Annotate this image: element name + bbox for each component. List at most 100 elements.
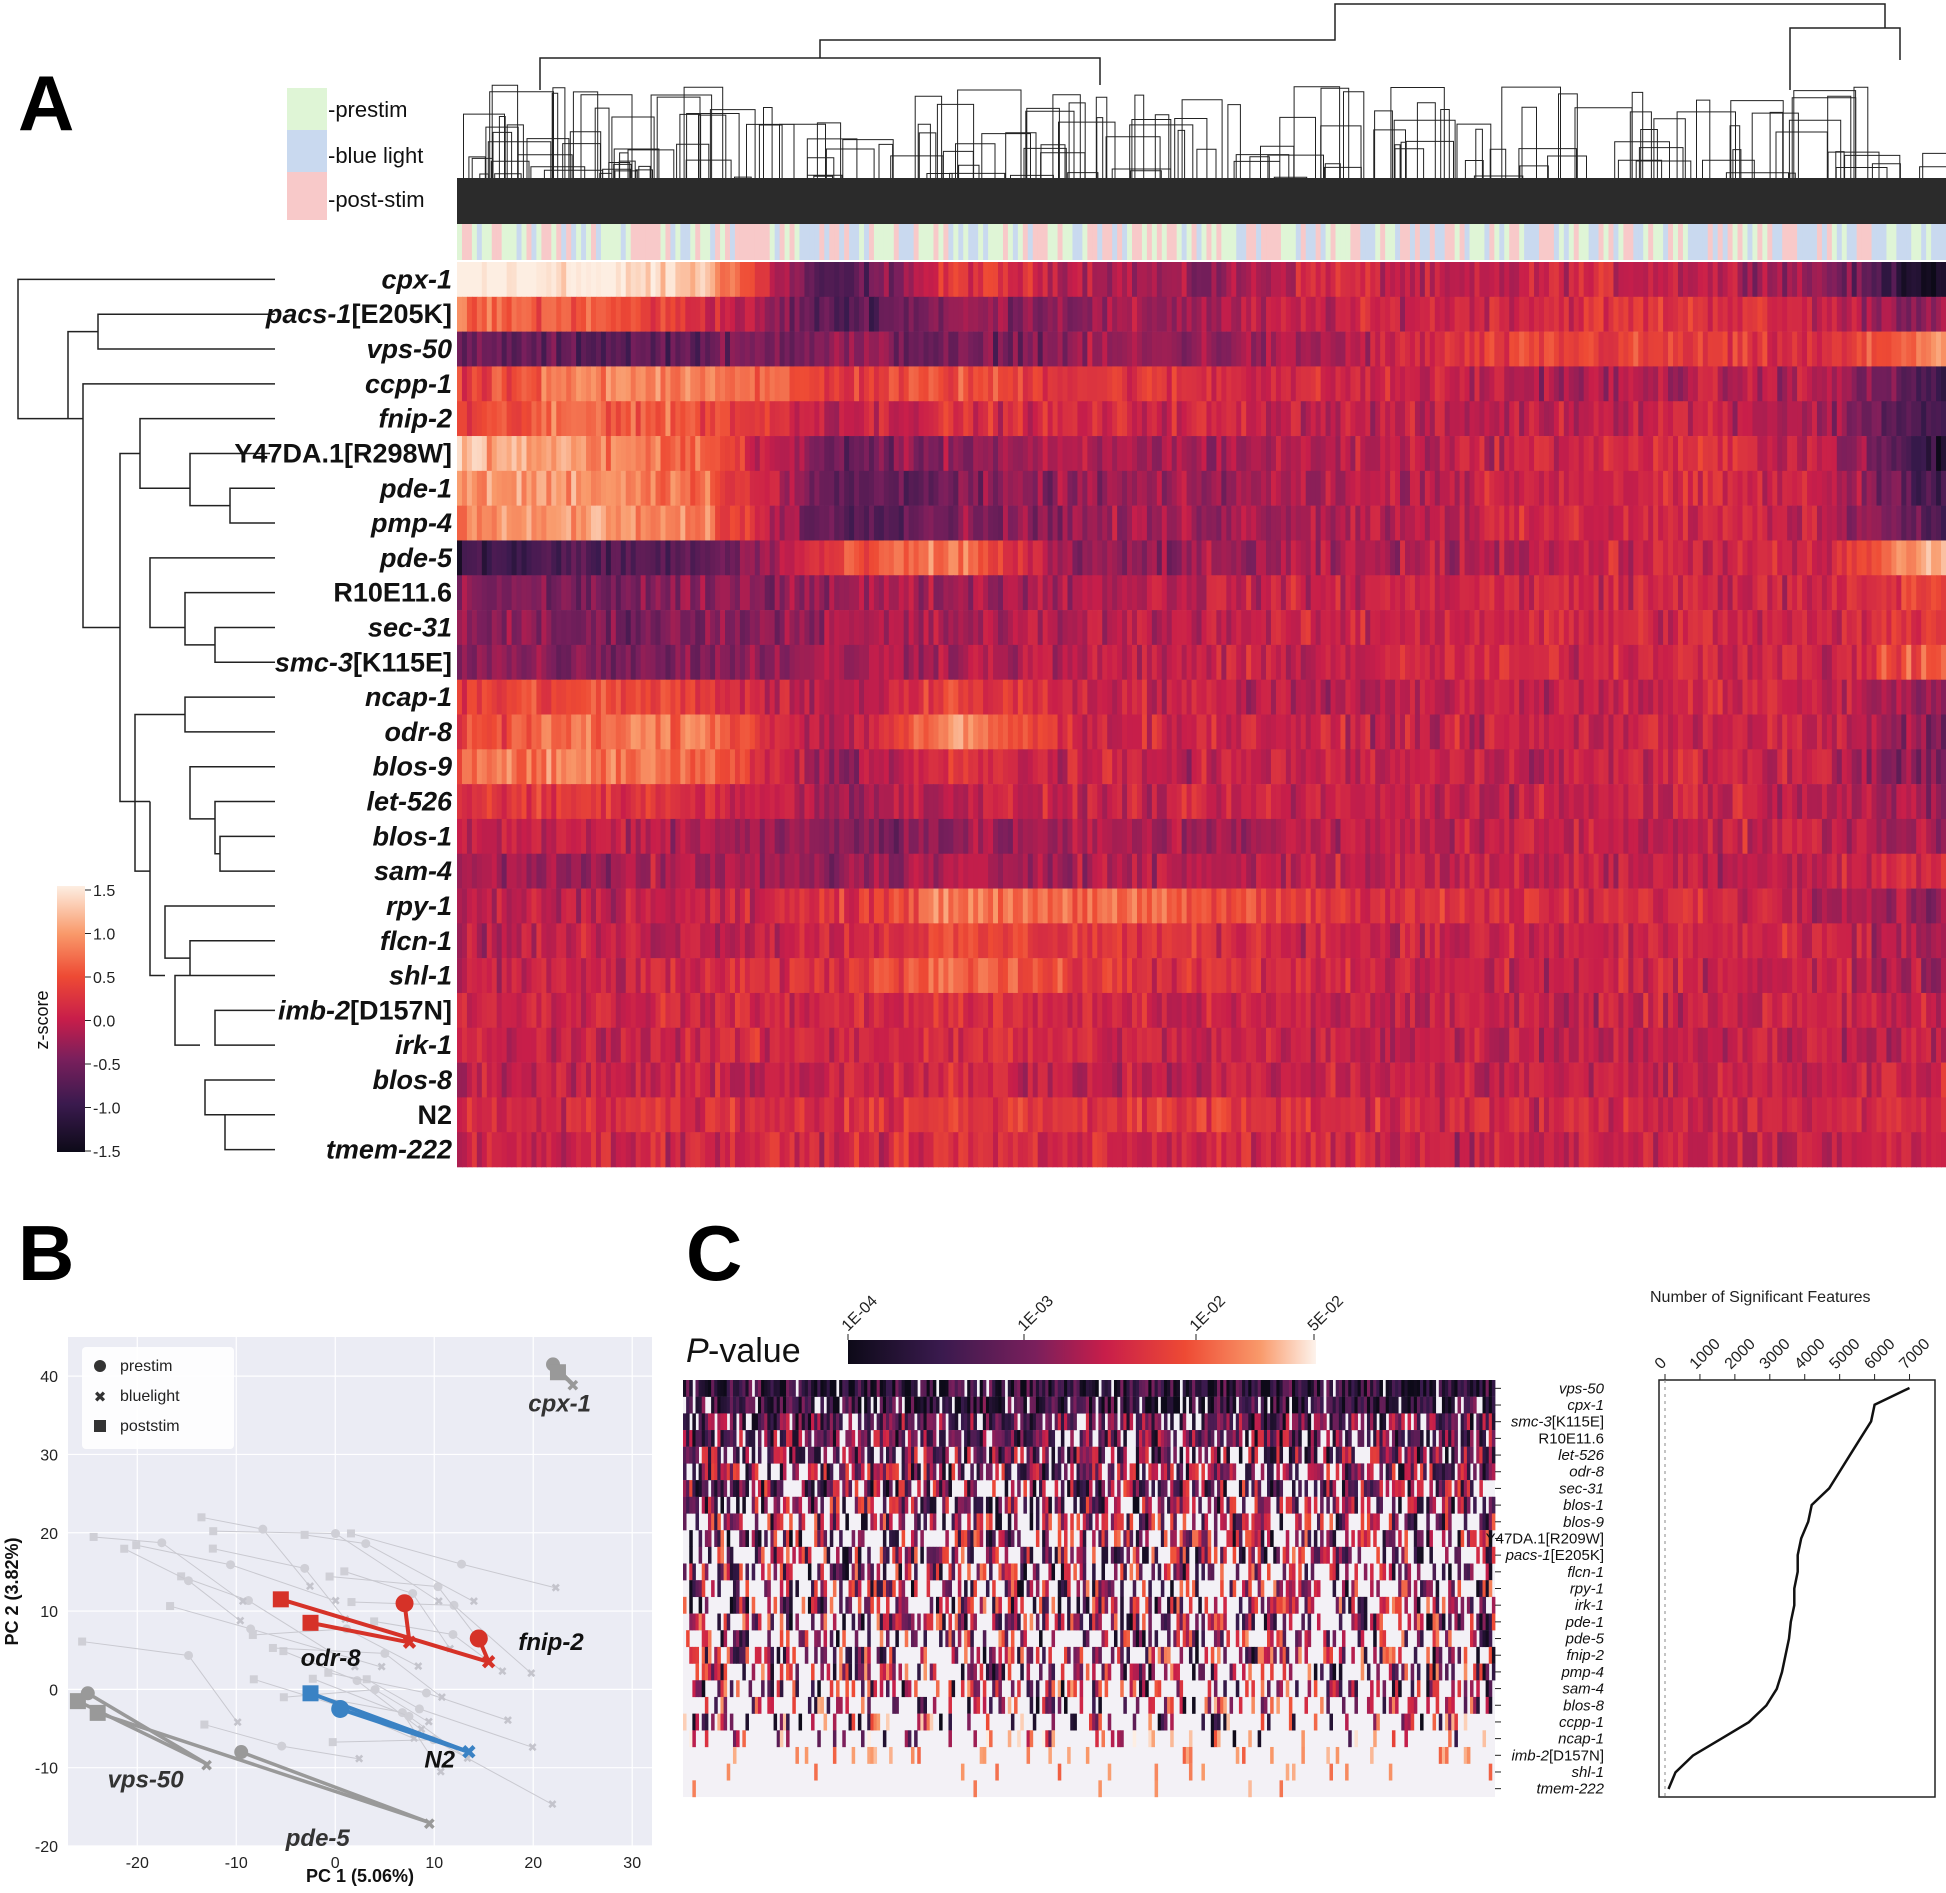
heatmap-cell: [923, 262, 930, 298]
heatmap-cell: [1896, 540, 1902, 576]
heatmap-cell: [1365, 331, 1371, 367]
heatmap-cell: [1002, 540, 1009, 576]
heatmap-cell: [1310, 366, 1317, 402]
heatmap-cell: [1146, 749, 1153, 785]
heatmap-cell: [1732, 679, 1739, 715]
heatmap-cell: [928, 679, 935, 715]
heatmap-cell: [1573, 505, 1580, 541]
heatmap-cell: [1400, 331, 1406, 367]
heatmap-cell: [1454, 262, 1461, 298]
heatmap-cell: [1062, 296, 1069, 332]
heatmap-cell: [1608, 714, 1615, 750]
condition-cell: [1697, 224, 1704, 260]
heatmap-cell: [859, 366, 865, 402]
heatmap-cell: [700, 505, 706, 541]
heatmap-cell: [1057, 366, 1064, 402]
heatmap-cell: [1543, 679, 1550, 715]
heatmap-cell: [1871, 436, 1878, 472]
heatmap-cell: [774, 610, 781, 646]
heatmap-cell: [1583, 714, 1590, 750]
heatmap-cell: [1201, 784, 1208, 820]
heatmap-cell: [690, 401, 696, 437]
heatmap-cell: [1330, 540, 1337, 576]
heatmap-cell: [591, 505, 597, 541]
heatmap-cell: [749, 540, 756, 576]
heatmap-cell: [933, 575, 940, 611]
heatmap-cell: [998, 505, 1004, 541]
heatmap-cell: [571, 262, 577, 298]
condition-cell: [1380, 224, 1386, 260]
heatmap-cell: [640, 714, 647, 750]
heatmap-cell: [859, 262, 865, 298]
heatmap-cell: [466, 749, 473, 785]
heatmap-cell: [491, 749, 498, 785]
heatmap-cell: [1936, 470, 1942, 506]
heatmap-cell: [1246, 296, 1252, 332]
condition-cell: [1658, 224, 1664, 260]
heatmap-cell: [794, 784, 801, 820]
heatmap-cell: [610, 749, 617, 785]
heatmap-cell: [1310, 262, 1317, 298]
heatmap-cell: [1772, 575, 1778, 611]
heatmap-cell: [1548, 296, 1555, 332]
heatmap-cell: [1906, 610, 1912, 646]
heatmap-cell: [1692, 401, 1699, 437]
heatmap-cell: [1176, 575, 1183, 611]
heatmap-cell: [476, 784, 483, 820]
heatmap-cell: [1176, 296, 1183, 332]
heatmap-cell: [471, 262, 478, 298]
heatmap-cell: [660, 610, 667, 646]
heatmap-cell: [1697, 679, 1704, 715]
heatmap-cell: [1330, 470, 1337, 506]
heatmap-cell: [645, 505, 652, 541]
heatmap-cell: [1826, 749, 1833, 785]
heatmap-cell: [695, 366, 701, 402]
condition-cell: [700, 224, 706, 260]
heatmap-cell: [784, 714, 791, 750]
heatmap-cell: [1429, 366, 1436, 402]
condition-cell: [1802, 224, 1808, 260]
heatmap-cell: [1221, 749, 1227, 785]
heatmap-cell: [660, 540, 667, 576]
heatmap-cell: [1350, 610, 1356, 646]
heatmap-cell: [1196, 401, 1203, 437]
heatmap-cell: [625, 644, 632, 680]
heatmap-cell: [1539, 331, 1545, 367]
heatmap-cell: [1841, 679, 1848, 715]
heatmap-cell: [1732, 749, 1739, 785]
heatmap-cell: [471, 505, 478, 541]
heatmap-cell: [928, 644, 935, 680]
heatmap-cell: [1548, 714, 1555, 750]
heatmap-cell: [1325, 296, 1332, 332]
heatmap-cell: [1112, 505, 1118, 541]
condition-cell: [615, 224, 622, 260]
condition-cell: [516, 224, 523, 260]
heatmap-cell: [625, 784, 632, 820]
heatmap-cell: [1042, 296, 1049, 332]
heatmap-cell: [630, 505, 637, 541]
heatmap-cell: [844, 749, 850, 785]
heatmap-cell: [1320, 540, 1327, 576]
heatmap-cell: [1692, 262, 1699, 298]
heatmap-cell: [1211, 714, 1217, 750]
heatmap-cell: [1608, 749, 1615, 785]
heatmap-cell: [546, 401, 552, 437]
heatmap-cell: [804, 644, 810, 680]
heatmap-cell: [1816, 262, 1823, 298]
heatmap-cell: [834, 331, 840, 367]
heatmap-cell: [471, 610, 478, 646]
heatmap-cell: [1846, 575, 1853, 611]
heatmap-cell: [1370, 575, 1376, 611]
heatmap-cell: [561, 296, 567, 332]
heatmap-cell: [1682, 610, 1689, 646]
heatmap-cell: [1687, 436, 1694, 472]
heatmap-cell: [1032, 366, 1039, 402]
heatmap-cell: [1677, 644, 1684, 680]
heatmap-cell: [1315, 262, 1322, 298]
heatmap-cell: [1856, 610, 1863, 646]
heatmap-cell: [600, 749, 607, 785]
heatmap-cell: [1697, 749, 1704, 785]
heatmap-cell: [888, 784, 895, 820]
heatmap-cell: [1226, 679, 1232, 715]
heatmap-cell: [1543, 262, 1550, 298]
